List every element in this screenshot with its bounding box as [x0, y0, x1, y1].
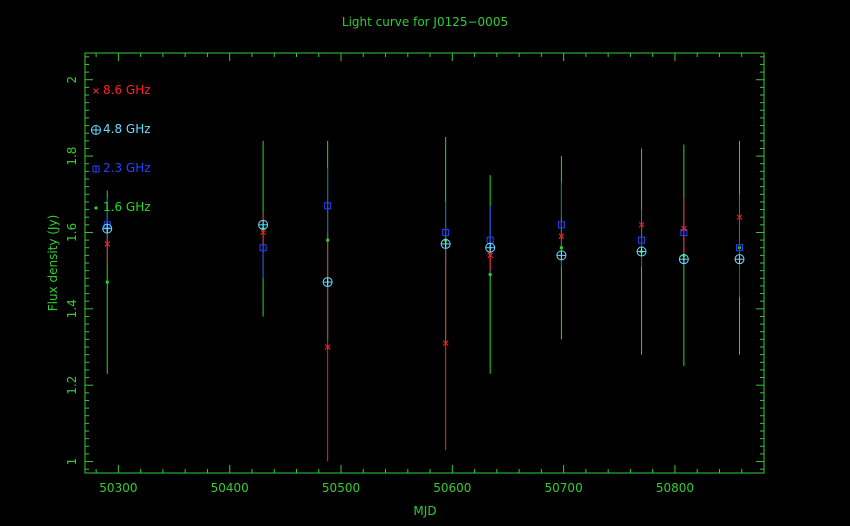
data-point	[442, 228, 450, 236]
x-tick-label: 50400	[211, 481, 249, 495]
data-point	[557, 221, 565, 229]
legend-marker	[93, 88, 99, 94]
data-point	[322, 277, 333, 288]
legend-marker	[94, 206, 98, 210]
data-point	[440, 238, 451, 249]
y-tick-label: 1	[65, 458, 79, 466]
legend-label: 1.6 GHz	[103, 200, 151, 214]
axis-ticks: 50300 50400 50500 50600 50700 50800 1 1.2 1.4 1.6…	[65, 53, 764, 495]
data-point	[260, 229, 266, 236]
data-point	[442, 340, 449, 347]
data-point	[326, 238, 330, 242]
data-point	[636, 246, 647, 257]
data-point	[102, 223, 113, 234]
data-point	[638, 236, 646, 244]
error-bars	[106, 137, 741, 462]
data-point	[104, 241, 111, 247]
x-tick-label: 50500	[322, 481, 360, 495]
data-point	[324, 202, 332, 210]
x-axis-label: MJD	[413, 504, 436, 518]
y-tick-label: 1.6	[65, 223, 79, 242]
y-tick-label: 1.2	[65, 376, 79, 395]
data-point	[487, 252, 494, 259]
y-axis-label: Flux density (Jy)	[46, 215, 60, 312]
plot-frame	[84, 52, 765, 474]
data-point	[558, 233, 565, 240]
x-tick-label: 50300	[99, 481, 137, 495]
legend-marker	[92, 165, 100, 173]
x-tick-label: 50700	[545, 481, 583, 495]
data-point	[734, 254, 745, 265]
data-point	[559, 246, 564, 250]
data-point	[681, 225, 687, 232]
data-point	[258, 219, 269, 230]
data-point	[736, 214, 743, 221]
legend: 8.6 GHz 4.8 GHz 2.3 GHz 1.6 GHz	[91, 83, 151, 214]
data-point	[105, 280, 109, 284]
y-tick-label: 1.4	[65, 299, 79, 318]
data-markers	[102, 202, 745, 350]
data-point	[680, 228, 688, 236]
data-point	[485, 242, 496, 253]
x-tick-label: 50800	[656, 481, 694, 495]
data-point	[736, 244, 744, 252]
data-point	[488, 272, 492, 277]
data-point	[324, 344, 331, 350]
x-tick-label: 50600	[433, 481, 471, 495]
data-point	[259, 244, 267, 252]
data-point	[486, 236, 494, 244]
y-tick-label: 1.8	[65, 147, 79, 166]
legend-label: 2.3 GHz	[103, 161, 151, 175]
data-point	[638, 221, 645, 228]
data-point	[556, 250, 567, 261]
legend-marker	[91, 125, 101, 135]
legend-label: 4.8 GHz	[103, 122, 151, 136]
chart-title: Light curve for J0125−0005	[342, 15, 508, 29]
y-tick-label: 2	[65, 76, 79, 84]
data-point	[678, 254, 689, 265]
legend-label: 8.6 GHz	[103, 83, 151, 97]
